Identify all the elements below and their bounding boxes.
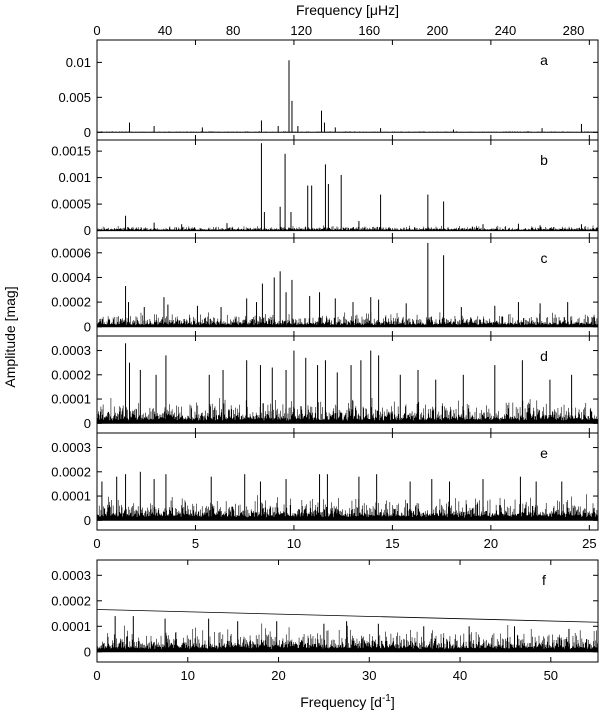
top-x-tick-label: 80 bbox=[226, 23, 240, 38]
significance-threshold-line bbox=[96, 609, 599, 623]
y-tick-label: 0.0003 bbox=[51, 440, 91, 455]
top-x-tick-label: 40 bbox=[158, 23, 172, 38]
top-axis-title-suffix: ] bbox=[395, 2, 399, 18]
x-tick-label: 30 bbox=[362, 668, 376, 683]
panel-frame bbox=[96, 559, 599, 663]
panel-e: 0 0.0001 0.0002 0.0003 e bbox=[51, 432, 599, 531]
y-tick-label: 0.0004 bbox=[51, 270, 91, 285]
y-axis-title: Amplitude [mag] bbox=[2, 286, 18, 387]
y-tick-label: 0.0002 bbox=[51, 295, 91, 310]
top-x-tick-label: 240 bbox=[495, 23, 517, 38]
panel-label: e bbox=[540, 445, 548, 461]
y-tick-label: 0 bbox=[84, 125, 91, 140]
y-tick-label: 0.0003 bbox=[51, 343, 91, 358]
panel-d: 0 0.0001 0.0002 0.0003 d bbox=[51, 335, 599, 434]
y-tick-label: 0.0001 bbox=[51, 619, 91, 634]
panel-frame bbox=[96, 432, 599, 531]
top-axis-title: Frequency [μHz] bbox=[296, 2, 399, 18]
top-x-tick-label: 200 bbox=[427, 23, 449, 38]
y-tick-label: 0 bbox=[84, 513, 91, 528]
panel-label: c bbox=[541, 250, 548, 266]
y-tick-label: 0.0002 bbox=[51, 464, 91, 479]
x-tick-label: 40 bbox=[453, 668, 467, 683]
panel-f: 0 0.0001 0.0002 0.0003 f bbox=[51, 559, 599, 663]
y-tick-label: 0.0015 bbox=[51, 144, 91, 159]
x-tick-label: 50 bbox=[544, 668, 558, 683]
panel-label: b bbox=[540, 152, 548, 168]
panel-frame bbox=[96, 39, 599, 141]
x-tick-label: 5 bbox=[192, 536, 199, 551]
top-x-tick-label: 160 bbox=[358, 23, 380, 38]
y-tick-label: 0.0001 bbox=[51, 392, 91, 407]
noise-floor bbox=[97, 311, 598, 327]
y-tick-label: 0.0001 bbox=[51, 489, 91, 504]
top-axis-title-unit: μHz bbox=[370, 2, 395, 18]
y-tick-label: 0.0005 bbox=[51, 197, 91, 212]
x-tick-label: 10 bbox=[287, 536, 301, 551]
bottom-axis-title-prefix: Frequency [d bbox=[300, 694, 382, 710]
noise-floor bbox=[97, 225, 598, 231]
top-axis-title-prefix: Frequency [ bbox=[296, 2, 370, 18]
y-tick-label: 0.0002 bbox=[51, 593, 91, 608]
bottom-axis-title-suffix: ] bbox=[391, 694, 395, 710]
panel-frame bbox=[96, 139, 599, 239]
panel-b: 0 0.0005 0.001 0.0015 b bbox=[51, 139, 599, 239]
x-tick-label: 15 bbox=[385, 536, 399, 551]
y-tick-label: 0 bbox=[84, 319, 91, 334]
y-tick-label: 0.0003 bbox=[51, 568, 91, 583]
panel-label: d bbox=[540, 348, 548, 364]
bottom-axis-title: Frequency [d-1] bbox=[300, 693, 395, 710]
x-tick-label: 25 bbox=[582, 536, 596, 551]
y-tick-label: 0.001 bbox=[58, 170, 91, 185]
x-tick-label: 0 bbox=[93, 536, 100, 551]
axes-layer: 0 5 10 15 20 250 40 80 120 160 200 240 280Frequency … bbox=[2, 2, 597, 710]
y-tick-label: 0 bbox=[84, 416, 91, 431]
noise-floor bbox=[97, 623, 598, 652]
x-tick-label: 0 bbox=[93, 668, 100, 683]
panel-a: 0 0.005 0.01 a bbox=[58, 39, 599, 141]
y-tick-label: 0 bbox=[84, 223, 91, 238]
y-tick-label: 0.0002 bbox=[51, 367, 91, 382]
y-tick-label: 0.01 bbox=[66, 55, 91, 70]
noise-floor bbox=[97, 398, 598, 424]
panels-layer: 0 0.005 0.01 a 0 0.0005 0.001 0.0015 b 0 0.0002 0.0… bbox=[51, 39, 599, 663]
y-tick-label: 0.0006 bbox=[51, 245, 91, 260]
top-x-tick-label: 0 bbox=[93, 23, 100, 38]
top-x-tick-label: 280 bbox=[563, 23, 585, 38]
x-tick-label: 20 bbox=[271, 668, 285, 683]
panel-label: a bbox=[540, 52, 548, 68]
x-tick-label: 10 bbox=[181, 668, 195, 683]
x-tick-label: 20 bbox=[484, 536, 498, 551]
y-tick-label: 0 bbox=[84, 644, 91, 659]
y-tick-label: 0.005 bbox=[58, 90, 91, 105]
noise-floor bbox=[97, 494, 598, 521]
bottom-axis-title-sup: -1 bbox=[382, 693, 391, 704]
top-x-tick-label: 120 bbox=[290, 23, 312, 38]
panel-label: f bbox=[542, 572, 546, 588]
panel-c: 0 0.0002 0.0004 0.0006 c bbox=[51, 237, 599, 337]
